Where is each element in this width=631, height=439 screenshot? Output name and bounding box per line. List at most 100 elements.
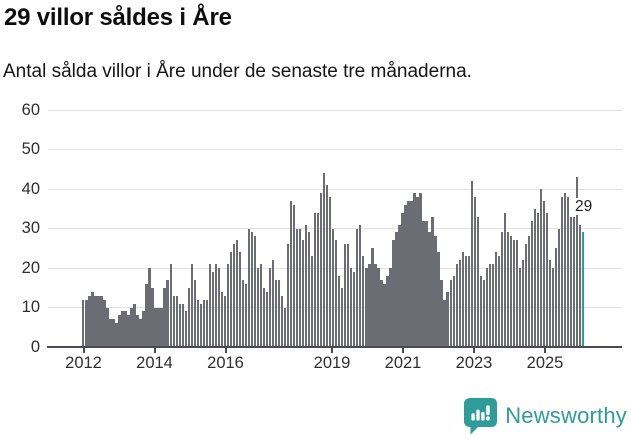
newsworthy-bar-chart-bubble-icon (464, 398, 498, 435)
x-tick-label: 2014 (136, 354, 173, 372)
bar (524, 244, 528, 347)
bar (380, 279, 383, 347)
bar (503, 212, 506, 347)
bar (277, 279, 281, 347)
bar (536, 212, 540, 347)
x-tick-mark (224, 348, 227, 353)
bar (509, 236, 513, 347)
bar (253, 236, 257, 347)
bar (530, 220, 534, 347)
bar (539, 189, 543, 347)
bar (488, 264, 491, 347)
bar (109, 319, 112, 347)
chart-subtitle: Antal sålda villor i Åre under de senast… (3, 61, 472, 82)
bar (362, 256, 365, 347)
bar (169, 264, 172, 347)
bar (211, 271, 214, 347)
bar (250, 232, 254, 347)
bar (241, 279, 245, 347)
bar (220, 291, 223, 347)
bar (142, 311, 145, 347)
bar (515, 240, 519, 347)
y-tick-label: 10 (21, 298, 40, 316)
bar (374, 264, 377, 347)
bar (338, 275, 341, 347)
bar (202, 299, 205, 347)
bar (82, 299, 85, 347)
y-tick-label: 0 (30, 337, 40, 356)
bar (145, 283, 148, 347)
bar (449, 279, 452, 347)
bar (181, 303, 184, 347)
bar (118, 315, 121, 347)
bar (398, 224, 401, 347)
bar (205, 299, 208, 347)
bar (235, 240, 239, 347)
bar (100, 295, 103, 347)
bar (178, 303, 181, 347)
bar (461, 252, 464, 347)
bar (217, 268, 220, 347)
bar (280, 295, 284, 347)
bar (106, 307, 109, 347)
bar (244, 283, 248, 347)
bar (160, 307, 163, 347)
bar (452, 275, 455, 347)
bar (259, 264, 263, 347)
bar (317, 212, 320, 347)
bar (229, 252, 233, 347)
bar (196, 299, 199, 347)
y-tick-label: 50 (21, 140, 40, 158)
bar (506, 232, 509, 347)
y-tick-label: 30 (21, 219, 40, 237)
x-tick-mark (153, 348, 156, 353)
bar (112, 319, 115, 347)
bar (425, 220, 428, 347)
bar (172, 295, 175, 347)
x-tick-label: 2025 (526, 354, 564, 372)
bar (320, 192, 323, 347)
bar (121, 311, 124, 347)
bar (575, 177, 579, 347)
bar (458, 260, 461, 347)
bar (356, 228, 359, 347)
bar (500, 232, 503, 347)
x-tick-label: 2019 (313, 354, 351, 372)
bar (329, 196, 332, 347)
bar (578, 224, 582, 347)
bar (377, 268, 380, 347)
bar (157, 307, 160, 347)
plot-area (48, 109, 622, 347)
bar (533, 208, 537, 347)
bar (283, 307, 287, 347)
bar (440, 279, 443, 347)
newsworthy-logo: Newsworthy (463, 397, 627, 435)
bar (148, 268, 151, 347)
bar (139, 319, 142, 347)
bar (482, 279, 485, 347)
bar (566, 196, 570, 347)
bar (286, 244, 290, 347)
bar (187, 287, 190, 347)
highlighted-bar (581, 232, 585, 347)
bar (163, 287, 166, 347)
bar (476, 216, 479, 347)
bar (133, 303, 136, 347)
x-tick-label: 2021 (384, 354, 422, 372)
bar (365, 268, 368, 347)
bar (335, 240, 338, 347)
highlight-value-label: 29 (573, 198, 595, 215)
bar (175, 295, 178, 347)
bar (347, 244, 350, 347)
bar (371, 248, 374, 347)
bar (136, 315, 139, 347)
bar (527, 236, 531, 347)
bar (115, 323, 118, 347)
bar (413, 192, 416, 347)
newsworthy-logo-text: Newsworthy (505, 403, 627, 428)
y-tick-label: 20 (21, 258, 40, 277)
gridline (48, 149, 622, 150)
bar (124, 311, 127, 347)
bar (545, 212, 549, 347)
